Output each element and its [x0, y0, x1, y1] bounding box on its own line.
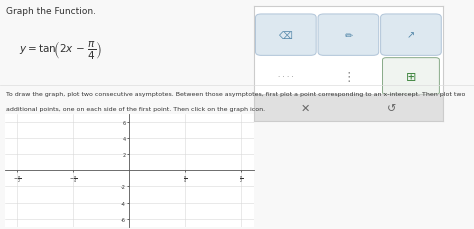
Text: ↗: ↗: [407, 30, 415, 41]
Text: Graph the Function.: Graph the Function.: [6, 7, 96, 16]
Text: ⋮: ⋮: [342, 70, 355, 83]
Text: ↺: ↺: [387, 104, 397, 114]
Text: ✕: ✕: [300, 104, 310, 114]
FancyBboxPatch shape: [252, 95, 445, 123]
Text: ⊞: ⊞: [406, 70, 416, 83]
FancyBboxPatch shape: [383, 58, 439, 95]
Text: · · · ·: · · · ·: [278, 74, 294, 80]
Text: ⌫: ⌫: [279, 30, 293, 41]
Text: $y = \mathrm{tan}\!\left(2x\,-\,\dfrac{\pi}{4}\right)$: $y = \mathrm{tan}\!\left(2x\,-\,\dfrac{\…: [19, 39, 102, 61]
Text: ✏: ✏: [344, 30, 353, 41]
Text: additional points, one on each side of the first point. Then click on the graph : additional points, one on each side of t…: [6, 106, 265, 112]
Text: To draw the graph, plot two consecutive asymptotes. Between those asymptotes, fi: To draw the graph, plot two consecutive …: [6, 92, 465, 97]
FancyBboxPatch shape: [255, 15, 316, 56]
FancyBboxPatch shape: [381, 15, 441, 56]
FancyBboxPatch shape: [318, 15, 379, 56]
